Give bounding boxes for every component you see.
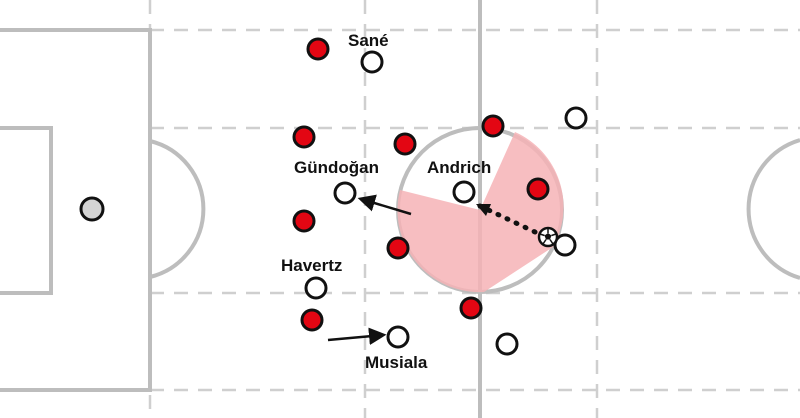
movement-arrows — [327, 194, 538, 345]
red-player — [393, 132, 417, 156]
player-label-andrich: Andrich — [427, 158, 492, 177]
red-player — [459, 296, 483, 320]
pass-arrow — [477, 203, 538, 235]
white-player-musiala — [386, 325, 410, 349]
red-player — [481, 114, 505, 138]
white-player — [564, 106, 588, 130]
player-label-musiala: Musiala — [365, 353, 428, 372]
musiala-run-arrow — [327, 327, 387, 345]
red-player — [386, 236, 410, 260]
goalkeeper — [79, 196, 105, 222]
soccer-ball-icon — [537, 226, 559, 248]
gundogan-run-arrow — [357, 194, 412, 216]
pass-arrow-head — [476, 204, 491, 216]
red-player — [306, 37, 330, 61]
player-label-havertz: Havertz — [281, 256, 343, 275]
goal-area — [0, 126, 53, 295]
player-label-gundogan: Gündoğan — [294, 158, 379, 177]
white-player-havertz — [304, 276, 328, 300]
player-label-sane: Sané — [348, 31, 389, 50]
penalty-area — [0, 28, 152, 392]
red-player — [526, 177, 550, 201]
white-player-andrich — [452, 180, 476, 204]
white-player — [495, 332, 519, 356]
white-player-sane — [360, 50, 384, 74]
red-player — [292, 209, 316, 233]
white-player-gundogan — [333, 181, 357, 205]
penalty-arc — [149, 139, 206, 279]
red-team — [292, 37, 550, 332]
right-penalty-arc — [746, 138, 800, 280]
white-player-ball-carrier — [553, 233, 577, 257]
red-player — [300, 308, 324, 332]
white-team — [304, 50, 588, 356]
pressing-zone — [397, 132, 564, 293]
red-player — [292, 125, 316, 149]
